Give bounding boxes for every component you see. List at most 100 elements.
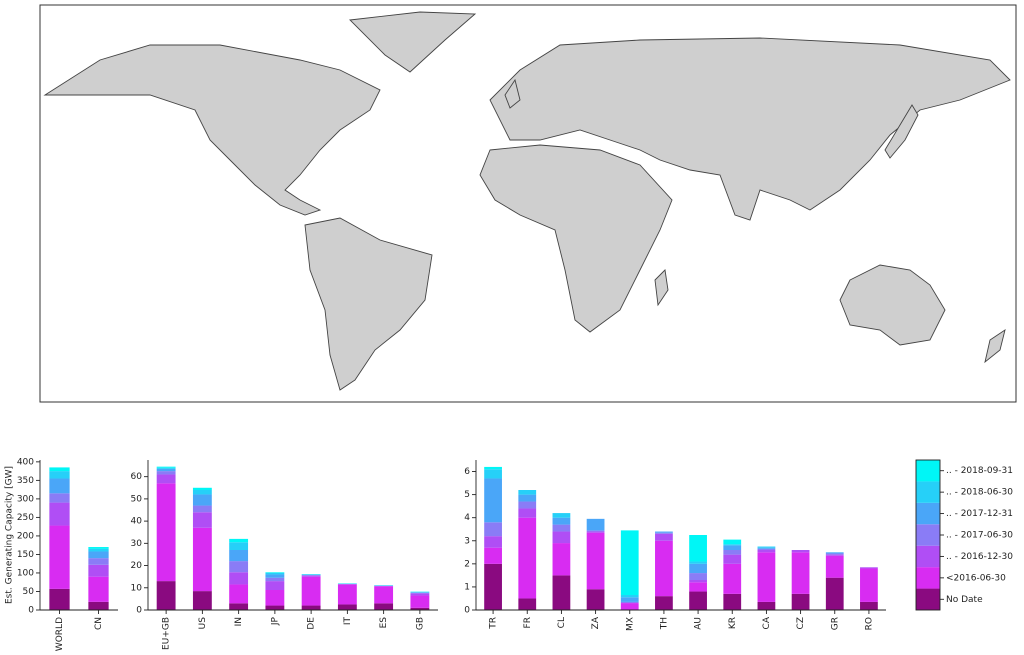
bar-segment	[301, 605, 321, 610]
bar-segment	[825, 554, 844, 556]
y-tick-label: 200	[17, 531, 34, 541]
new-zealand	[984, 328, 1006, 364]
bar-segment	[860, 601, 878, 610]
bar-segment	[689, 535, 707, 562]
bar-segment	[192, 512, 212, 528]
madagascar	[654, 269, 669, 307]
bar-segment	[655, 531, 673, 533]
x-tick-label: JP	[270, 616, 280, 626]
bar-segment	[552, 517, 571, 525]
bar-segment	[301, 575, 321, 577]
y-tick-label: 1	[464, 582, 470, 592]
y-tick-label: 0	[136, 606, 142, 616]
x-tick-label: AU	[694, 617, 704, 630]
bar-segment	[586, 518, 605, 531]
bar-segment	[265, 572, 285, 575]
greenland	[349, 11, 477, 73]
bar-segment	[192, 527, 212, 592]
y-tick-label: 10	[131, 583, 143, 593]
bar-segment	[689, 582, 707, 592]
south-america	[304, 217, 433, 391]
bar-segment	[518, 501, 537, 509]
bar-segment	[518, 490, 537, 495]
bar-segment	[689, 573, 707, 580]
bar-segment	[156, 483, 176, 582]
bar-segment	[410, 607, 430, 610]
bar-segment	[689, 561, 707, 564]
bar-segment	[689, 580, 707, 583]
britain	[504, 78, 521, 109]
y-tick-label: 0	[464, 606, 470, 616]
x-tick-label: RO	[864, 617, 874, 630]
bar-segment	[552, 513, 571, 518]
bar-segment	[88, 551, 109, 559]
bar-segment	[791, 550, 810, 553]
bar-segment	[791, 552, 810, 594]
bar-segment	[620, 601, 639, 604]
y-tick-label: 0	[28, 606, 34, 616]
bar-segment	[552, 575, 571, 610]
bar-segment	[229, 538, 249, 543]
x-tick-label: ES	[379, 617, 389, 629]
bar-segment	[265, 581, 285, 590]
bar-segment	[156, 471, 176, 475]
bar-segment	[192, 487, 212, 490]
bar-segment	[229, 572, 249, 585]
y-tick-label: 30	[131, 539, 143, 549]
y-tick-label: 150	[17, 550, 34, 560]
x-tick-label: CL	[557, 617, 567, 628]
legend-swatch	[916, 567, 940, 589]
bar-segment	[229, 542, 249, 550]
legend-label: .. - 2017-12-31	[946, 509, 1013, 519]
x-tick-label: GR	[830, 617, 840, 630]
x-tick-label: WORLD	[55, 617, 65, 651]
bar-segment	[49, 493, 70, 503]
bar-segment	[156, 468, 176, 472]
bar-segment	[586, 589, 605, 610]
bar-segment	[49, 502, 70, 526]
y-tick-label: 4	[464, 513, 470, 523]
bar-segment	[723, 593, 742, 610]
y-tick-label: 250	[17, 513, 34, 523]
bar-segment	[552, 531, 571, 544]
bar-segment	[49, 471, 70, 479]
y-tick-label: 6	[464, 467, 470, 477]
bar-segment	[757, 546, 776, 548]
bar-segment	[49, 588, 70, 610]
y-tick-label: 50	[131, 494, 143, 504]
bar-segment	[301, 576, 321, 606]
legend-swatch	[916, 502, 940, 525]
bar-segment	[723, 545, 742, 550]
y-tick-label: 350	[17, 476, 34, 486]
bar-segment	[484, 469, 502, 479]
bar-segment	[156, 474, 176, 484]
bar-segment	[229, 584, 249, 604]
bar-segment	[586, 531, 605, 533]
bar-segment	[655, 533, 673, 541]
legend-swatch	[916, 588, 940, 610]
bar-segment	[757, 552, 776, 602]
x-tick-label: TH	[659, 617, 669, 630]
bar-segment	[192, 494, 212, 506]
legend-label: .. - 2018-09-31	[946, 466, 1013, 476]
bar-segment	[518, 598, 537, 610]
legend-swatch	[916, 524, 940, 546]
bar-segment	[620, 595, 639, 598]
bar-segment	[88, 547, 109, 549]
bar-segment	[410, 595, 430, 608]
bar-segment	[484, 563, 502, 610]
bar-segment	[88, 601, 109, 610]
x-tick-label: TR	[489, 617, 499, 630]
bar-segment	[49, 525, 70, 589]
bar-segment	[552, 524, 571, 532]
bar-segment	[265, 590, 285, 606]
y-tick-label: 20	[131, 561, 143, 571]
bar-segment	[192, 490, 212, 495]
x-tick-label: IT	[343, 617, 353, 626]
legend-swatch	[916, 545, 940, 568]
x-tick-label: DE	[307, 617, 317, 630]
bar-segment	[484, 478, 502, 523]
